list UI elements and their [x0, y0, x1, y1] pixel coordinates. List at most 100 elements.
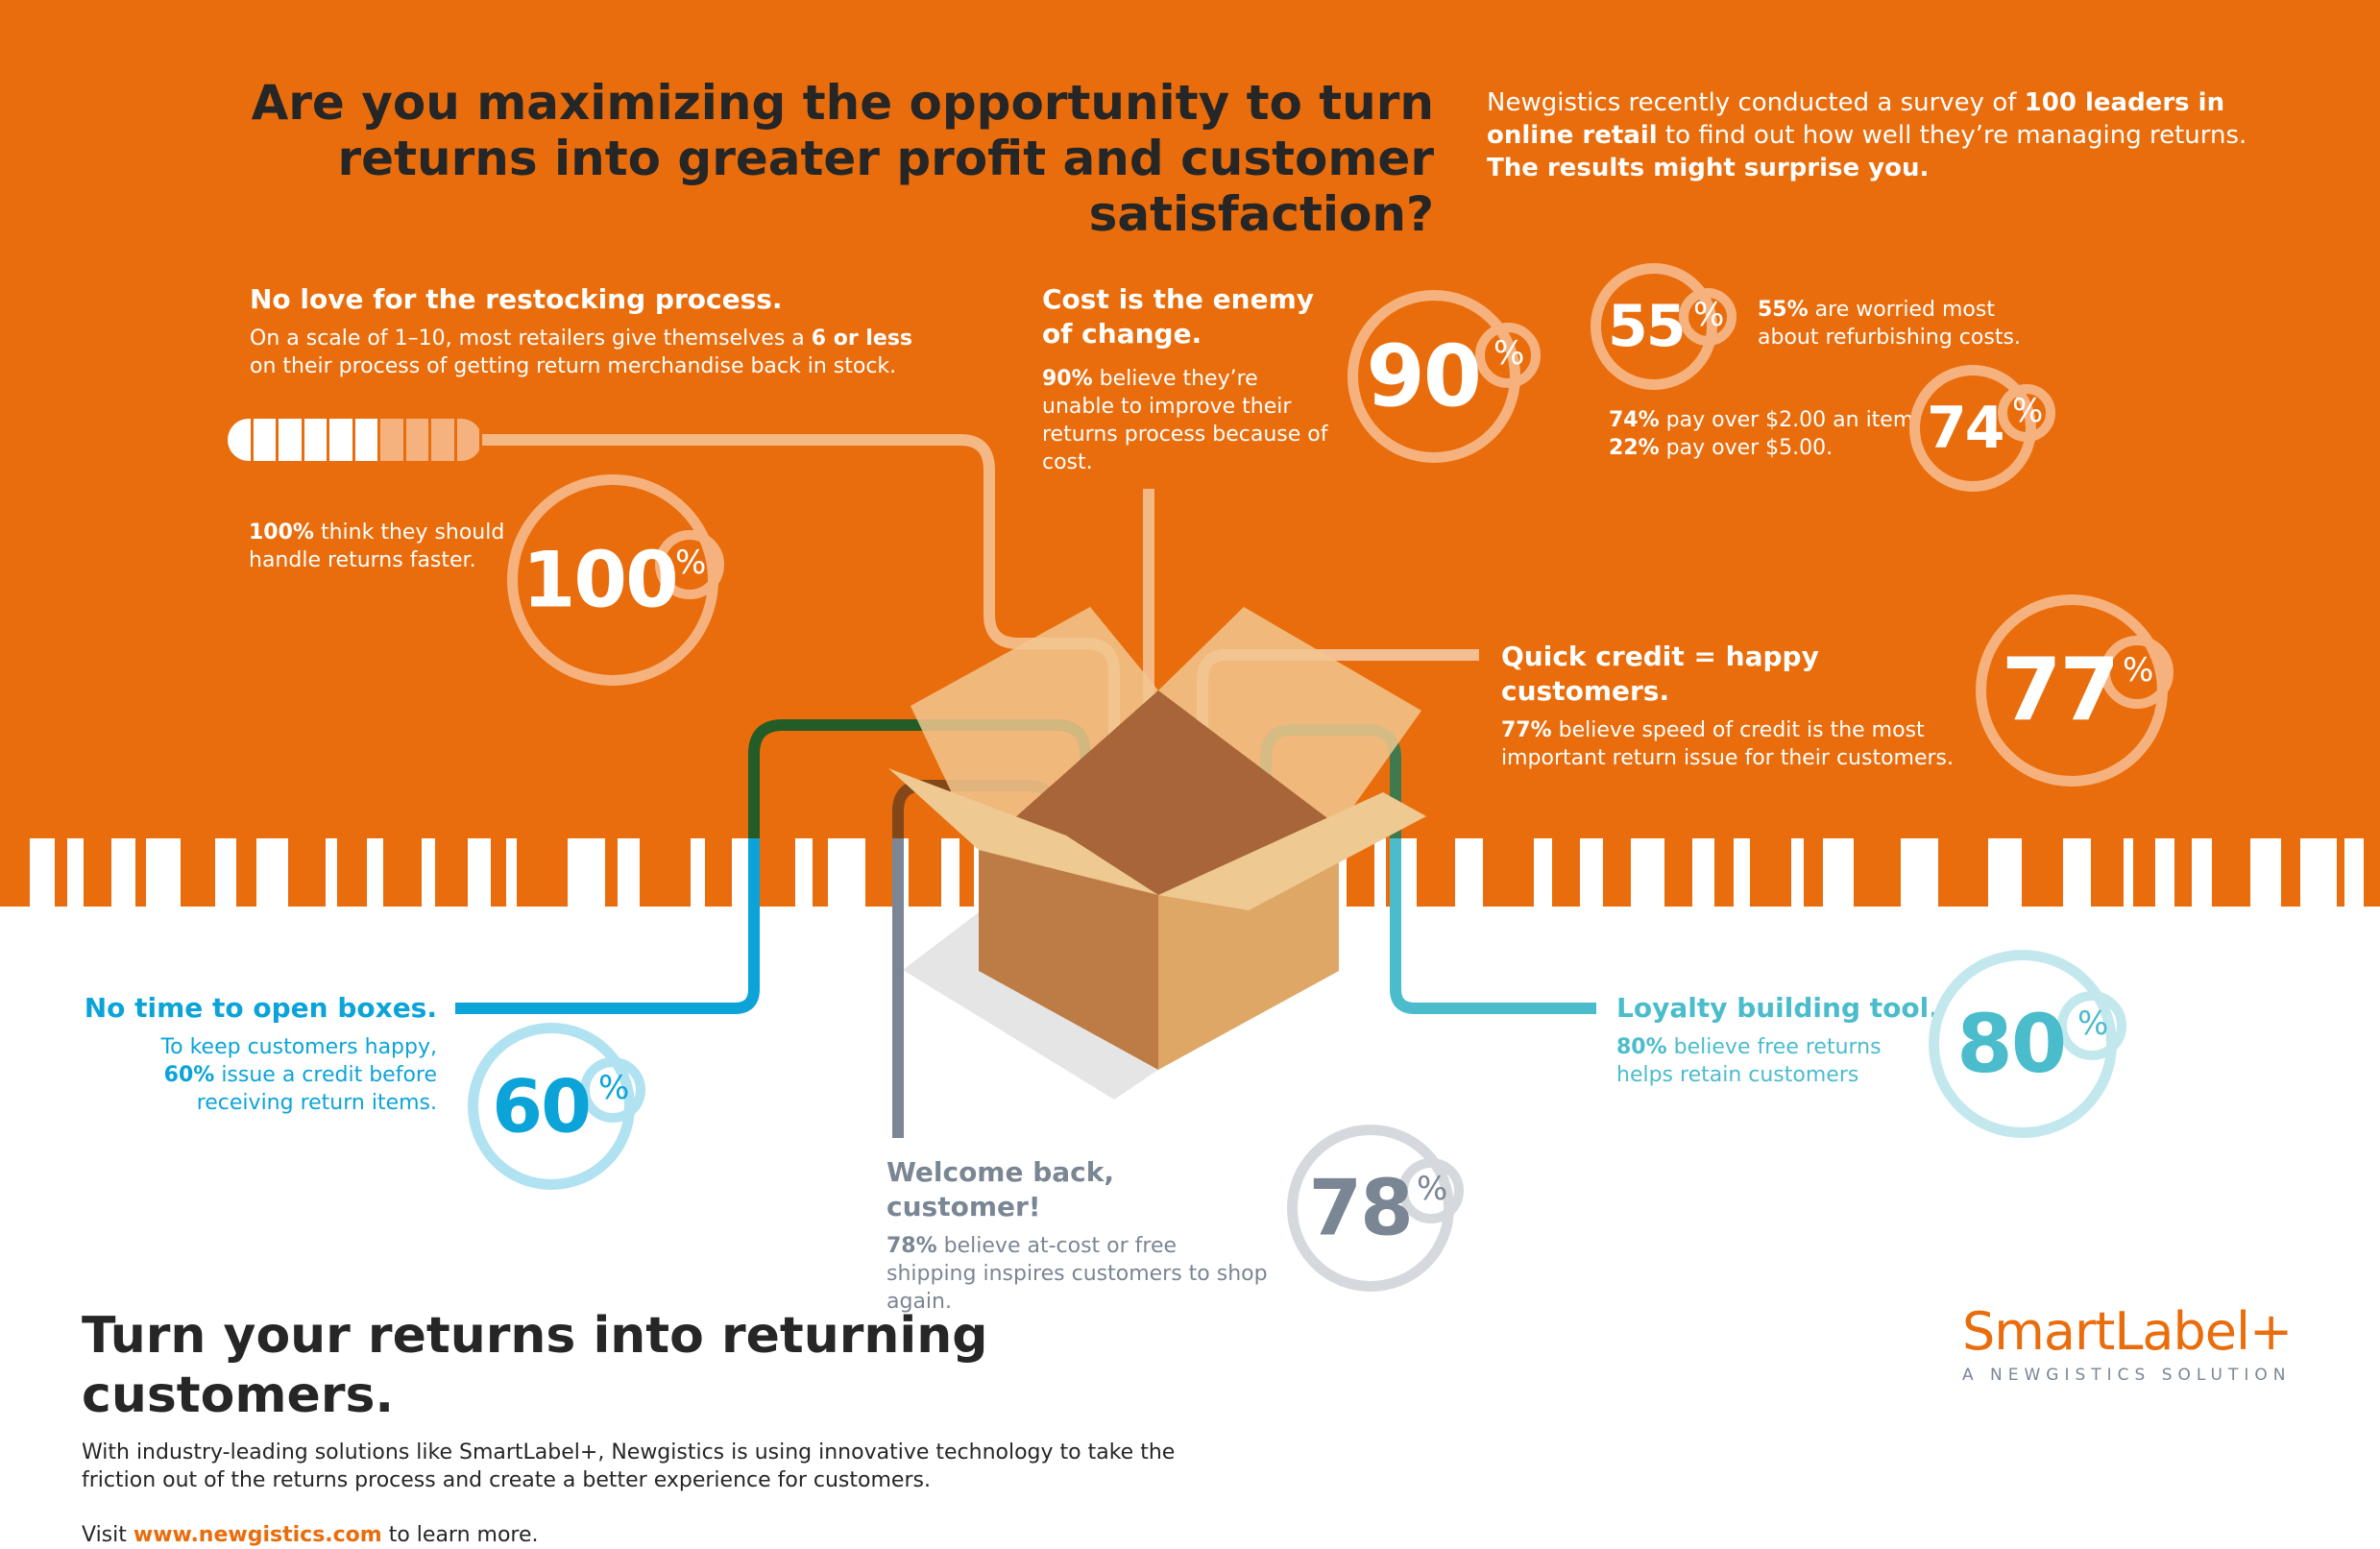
barcode-bar — [181, 837, 215, 907]
restock-body: on their process of getting return merch… — [250, 354, 897, 378]
open-stat-value: 60 — [492, 1063, 592, 1150]
cost-stat-circle: 90 — [1348, 290, 1520, 463]
footer-body: With industry-leading solutions like Sma… — [82, 1440, 1176, 1492]
barcode-bar — [2281, 837, 2300, 907]
logo-name: SmartLabel+ — [1962, 1301, 2293, 1362]
welcome-percent-sign: % — [1417, 1170, 1448, 1208]
restock-scale-bar — [228, 419, 482, 461]
restock-heading: No love for the restocking process. — [250, 283, 783, 315]
intro-text: Newgistics recently conducted a survey o… — [1487, 86, 2274, 184]
box-back-right-flap — [1158, 607, 1421, 827]
pay-stat-circle: 74 — [1909, 365, 2036, 492]
scale-segment — [253, 419, 276, 461]
barcode-bar — [383, 837, 422, 907]
footer-section: Turn your returns into returning custome… — [82, 1306, 1234, 1549]
loyalty-section: Loyalty building tool. 80% believe free … — [1616, 991, 1943, 1089]
cost-bold: 90% — [1042, 367, 1093, 391]
barcode-bar — [1552, 837, 1580, 907]
welcome-bold: 78% — [886, 1234, 937, 1258]
barcode-bar — [1750, 837, 1791, 907]
barcode-bar — [605, 837, 618, 907]
connector-loyalty-bottom — [1390, 838, 1596, 1014]
faster-body: think they should handle returns faster. — [249, 520, 505, 572]
barcode-bar — [491, 837, 506, 907]
refurb-stat-circle: 55 — [1591, 263, 1717, 390]
barcode-bar — [2133, 837, 2155, 907]
logo-tagline: A NEWGISTICS SOLUTION — [1962, 1366, 2292, 1385]
box-flap-left — [888, 768, 1158, 895]
credit-stat-value: 77 — [2001, 640, 2120, 741]
refurb-text: 55% are worried most about refurbishing … — [1758, 296, 2036, 351]
barcode-bar — [757, 837, 795, 907]
barcode-bar — [288, 837, 326, 907]
credit-bold: 77% — [1501, 718, 1552, 742]
credit-stat-circle: 77 — [1976, 594, 2168, 787]
barcode-bar — [813, 837, 828, 907]
intro-part: to find out how well they’re managing re… — [1657, 121, 2247, 150]
scale-segment — [304, 419, 327, 461]
pay-percent-sign: % — [2012, 392, 2044, 430]
open-body: issue a credit before receiving return i… — [196, 1063, 437, 1115]
barcode-bar — [2174, 837, 2192, 907]
box-flap-right — [1158, 792, 1426, 910]
faster-stat-value: 100 — [522, 535, 679, 625]
scale-segment — [354, 419, 377, 461]
visit-text: to learn more. — [381, 1523, 539, 1547]
open-section: No time to open boxes. To keep customers… — [58, 991, 437, 1117]
barcode-bar — [1483, 837, 1534, 907]
restock-body: On a scale of 1–10, most retailers give … — [250, 327, 812, 351]
pay-body: pay over $5.00. — [1659, 436, 1834, 460]
barcode-bar — [640, 837, 691, 907]
barcode-bar — [1804, 837, 1823, 907]
scale-segment — [228, 419, 251, 461]
scale-segment — [380, 419, 403, 461]
barcode-bar — [705, 837, 732, 907]
barcode-bar — [517, 837, 568, 907]
barcode-bar — [2364, 837, 2380, 907]
barcode-bar — [2091, 837, 2124, 907]
credit-section: Quick credit = happy customers. 77% beli… — [1501, 640, 1981, 772]
barcode-bar — [1417, 837, 1455, 907]
loyalty-stat-value: 80 — [1956, 997, 2067, 1091]
restock-bold: 6 or less — [811, 327, 913, 351]
visit-text: Visit — [82, 1523, 134, 1547]
barcode-bar — [1938, 837, 1988, 907]
footer-heading: Turn your returns into returning custome… — [82, 1307, 988, 1424]
intro-bold: The results might surprise you. — [1487, 154, 1930, 182]
cost-stat-value: 90 — [1366, 327, 1482, 426]
intro-part: Newgistics recently conducted a survey o… — [1487, 88, 2025, 117]
scale-segment — [456, 419, 479, 461]
barcode-bar — [84, 837, 111, 907]
welcome-heading: Welcome back, customer! — [886, 1156, 1115, 1222]
barcode-bar — [959, 837, 974, 907]
open-bold: 60% — [163, 1063, 215, 1087]
open-body: To keep customers happy, — [160, 1035, 437, 1059]
barcode-bar — [236, 837, 256, 907]
scale-segment — [279, 419, 302, 461]
barcode-bar — [0, 837, 30, 907]
welcome-stat-value: 78 — [1308, 1163, 1413, 1253]
barcode-bar — [1854, 837, 1901, 907]
refurb-bold: 55% — [1758, 298, 1809, 322]
loyalty-percent-sign: % — [2077, 1004, 2109, 1043]
credit-percent-sign: % — [2123, 651, 2154, 690]
barcode-bar — [1664, 837, 1692, 907]
loyalty-heading: Loyalty building tool. — [1616, 992, 1939, 1024]
pay-body: pay over $2.00 an item. — [1659, 408, 1921, 432]
box-back-left-flap — [911, 607, 1158, 850]
welcome-body: believe at-cost or free shipping inspire… — [886, 1234, 1268, 1314]
barcode-bar — [1603, 837, 1631, 907]
box-shadow — [903, 912, 1158, 1100]
cost-body: believe they’re unable to improve their … — [1042, 367, 1328, 474]
intro-bold: 100 leaders in online retail — [1487, 88, 2225, 150]
pay-bold: 22% — [1609, 436, 1660, 460]
credit-heading: Quick credit = happy customers. — [1501, 641, 1819, 707]
smartlabel-logo: SmartLabel+ A NEWGISTICS SOLUTION — [1962, 1301, 2308, 1385]
barcode-bar — [2337, 837, 2344, 907]
faster-text: 100% think they should handle returns fa… — [249, 519, 508, 574]
barcode-bar — [865, 837, 893, 907]
cost-section: Cost is the enemy of change. 90% believe… — [1042, 282, 1330, 476]
loyalty-stat-circle: 80 — [1929, 950, 2117, 1138]
open-stat-circle: 60 — [468, 1023, 635, 1190]
website-link[interactable]: www.newgistics.com — [133, 1523, 382, 1547]
